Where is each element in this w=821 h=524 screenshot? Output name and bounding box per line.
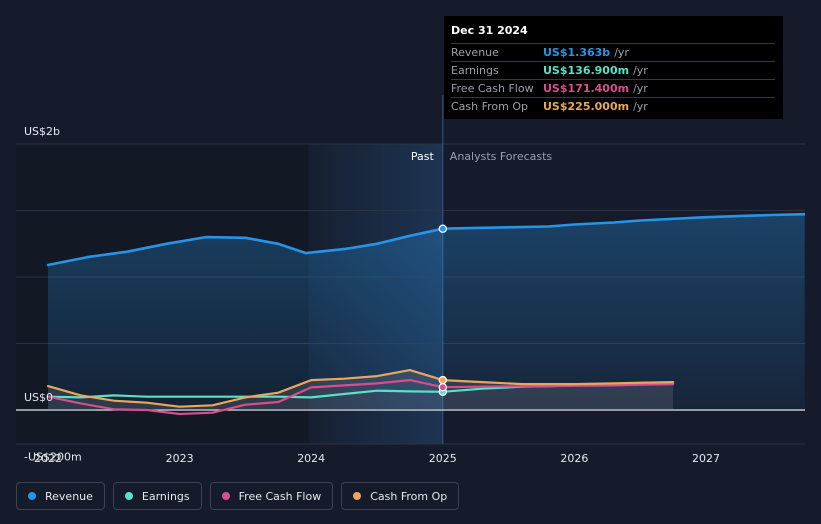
- y-tick-label: US$0: [24, 391, 53, 404]
- tooltip-date: Dec 31 2024: [451, 24, 528, 37]
- y-tick-label: US$2b: [24, 125, 60, 138]
- tooltip-row-unit: /yr: [633, 64, 648, 77]
- free-cash-flow-marker: [438, 383, 447, 392]
- free-cash-flow-line: [46, 379, 675, 416]
- tooltip-row-unit: /yr: [633, 82, 648, 95]
- tooltip-panel: Dec 31 2024 Revenue US$1.363b /yr Earnin…: [444, 16, 783, 119]
- revenue-marker: [438, 224, 447, 233]
- tooltip-row-value: US$136.900m: [543, 64, 630, 77]
- x-tick-label: 2027: [692, 452, 720, 465]
- x-tick-label: 2022: [34, 452, 62, 465]
- earnings-dot-icon: [124, 492, 133, 500]
- legend-item-revenue[interactable]: Revenue: [16, 482, 105, 510]
- legend-item-earnings[interactable]: Earnings: [112, 482, 202, 510]
- x-tick-label: 2026: [560, 452, 588, 465]
- cash-from-op-dot-icon: [353, 492, 362, 500]
- past-label: Past: [411, 150, 435, 163]
- x-tick-label: 2024: [297, 452, 325, 465]
- free-cash-flow-dot-icon: [221, 492, 230, 500]
- tooltip-row-free-cash-flow: Free Cash Flow US$171.400m /yr: [451, 79, 775, 97]
- chart-legend: Revenue Earnings Free Cash Flow Cash Fro…: [16, 482, 460, 510]
- legend-label: Earnings: [141, 489, 190, 503]
- y-tick-label: -US$200m: [24, 451, 82, 464]
- tooltip-row-label: Cash From Op: [451, 100, 529, 113]
- x-tick-label: 2025: [429, 452, 457, 465]
- tooltip-row-value: US$171.400m: [543, 82, 630, 95]
- forecast-label: Analysts Forecasts: [450, 150, 553, 163]
- cash-from-op-area: [48, 370, 674, 410]
- tooltip-row-label: Revenue: [451, 46, 499, 59]
- tooltip-row-unit: /yr: [614, 46, 629, 59]
- revenue-dot-icon: [28, 492, 36, 500]
- tooltip-row-unit: /yr: [633, 100, 648, 113]
- tooltip-row-value: US$1.363b: [543, 46, 611, 59]
- tooltip-row-cash-from-op: Cash From Op US$225.000m /yr: [451, 97, 775, 115]
- tooltip-row-revenue: Revenue US$1.363b /yr: [451, 43, 775, 61]
- x-tick-label: 2023: [166, 452, 194, 465]
- tooltip-row-earnings: Earnings US$136.900m /yr: [451, 61, 775, 79]
- cash-from-op-line: [46, 369, 675, 408]
- tooltip-row-value: US$225.000m: [543, 100, 630, 113]
- legend-label: Cash From Op: [370, 489, 448, 503]
- legend-item-cash-from-op[interactable]: Cash From Op: [341, 482, 460, 510]
- revenue-area: [48, 214, 805, 410]
- cash-from-op-marker: [438, 375, 447, 385]
- legend-label: Revenue: [45, 489, 93, 503]
- legend-label: Free Cash Flow: [238, 489, 322, 503]
- tooltip-row-label: Earnings: [451, 64, 499, 77]
- legend-item-free-cash-flow[interactable]: Free Cash Flow: [209, 482, 334, 510]
- tooltip-row-label: Free Cash Flow: [451, 82, 534, 95]
